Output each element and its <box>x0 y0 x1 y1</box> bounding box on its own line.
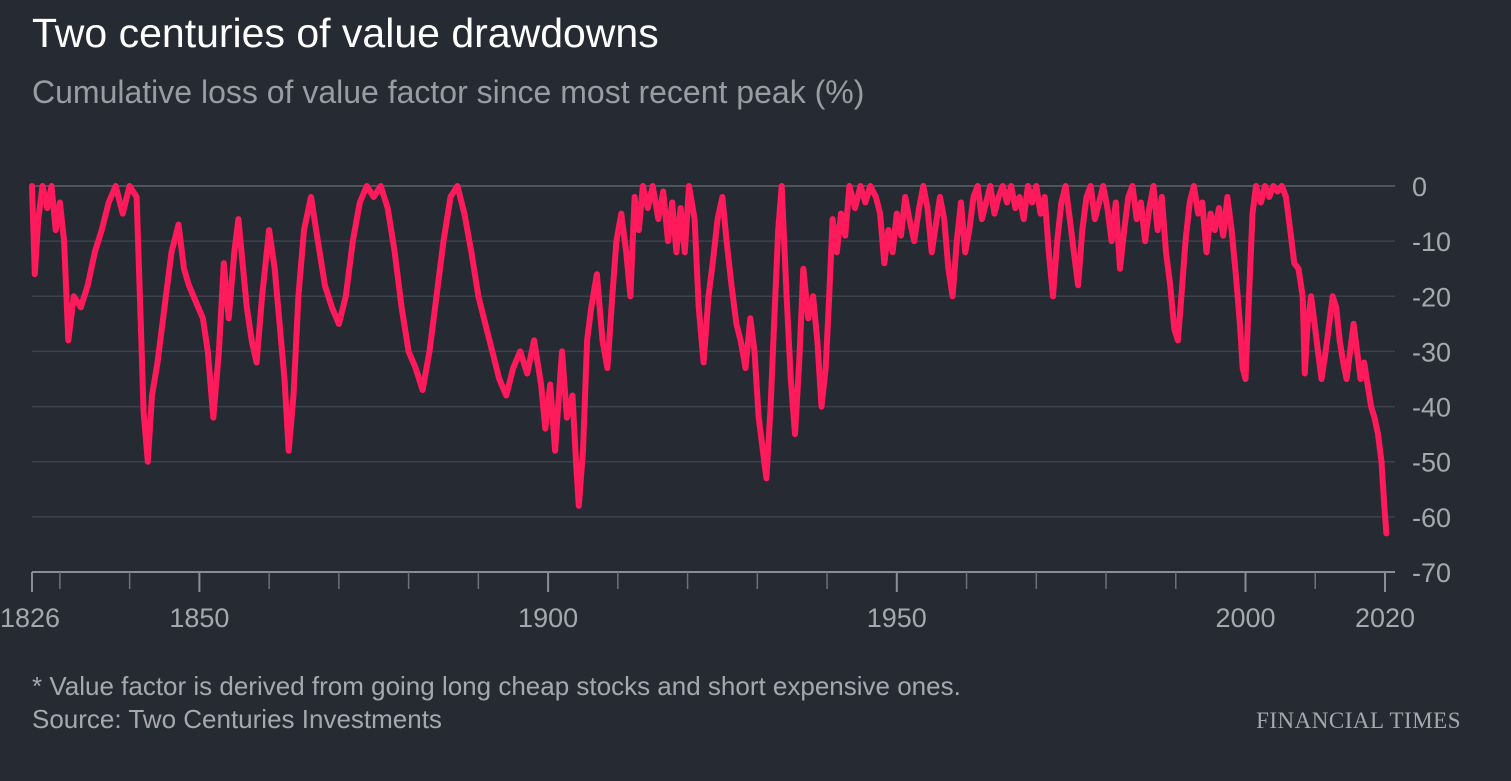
footnote: * Value factor is derived from going lon… <box>32 671 961 701</box>
source-note: Source: Two Centuries Investments <box>32 704 442 734</box>
y-tick-label: -40 <box>1412 393 1451 423</box>
y-tick-label: -70 <box>1412 558 1451 588</box>
series-group <box>29 183 1390 537</box>
x-tick-label: 2000 <box>1215 603 1275 633</box>
x-axis: 1826 1850 1900 1950 2000 2020 <box>0 571 1415 633</box>
x-tick-label: 2020 <box>1355 603 1415 633</box>
y-tick-label: -60 <box>1412 503 1451 533</box>
chart-title: Two centuries of value drawdowns <box>32 10 659 56</box>
y-tick-label: -30 <box>1412 337 1451 367</box>
y-tick-label: -20 <box>1412 282 1451 312</box>
x-tick-label: 1826 <box>0 603 60 633</box>
chart-subtitle: Cumulative loss of value factor since mo… <box>32 74 865 110</box>
gridlines <box>32 185 1395 518</box>
publisher-logo: FINANCIAL TIMES <box>1256 708 1461 733</box>
y-tick-label: 0 <box>1412 172 1427 202</box>
y-axis: 0 -10 -20 -30 -40 -50 -60 -70 <box>1412 172 1451 588</box>
y-tick-label: -10 <box>1412 227 1451 257</box>
drawdown-line <box>29 183 1390 537</box>
x-tick-label: 1900 <box>518 603 578 633</box>
x-tick-label: 1950 <box>867 603 927 633</box>
x-tick-label: 1850 <box>169 603 229 633</box>
y-tick-label: -50 <box>1412 448 1451 478</box>
